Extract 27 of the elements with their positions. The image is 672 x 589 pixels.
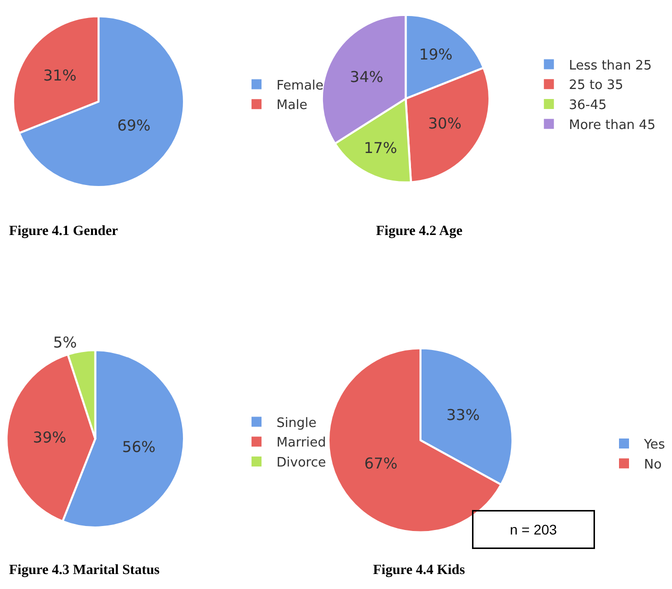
text: Figure 4.1 Gender — [9, 224, 118, 239]
data-label: 34% — [350, 68, 384, 86]
legend-label: Male — [276, 98, 308, 114]
data-label: 33% — [446, 406, 480, 424]
text: Figure 4.3 Marital Status — [9, 563, 160, 578]
legend-label: More than 45 — [568, 118, 656, 133]
data-label: 69% — [117, 116, 151, 135]
legend-label: Married — [276, 436, 326, 451]
data-label: 19% — [419, 45, 453, 64]
legend-label: 25 to 35 — [568, 78, 624, 94]
legend-label: Less than 25 — [568, 58, 652, 74]
legend-label: Female — [276, 78, 324, 94]
data-label: 30% — [428, 114, 462, 132]
data-label: 39% — [32, 428, 66, 446]
data-label: 67% — [364, 454, 398, 473]
legend-label: No — [644, 457, 662, 472]
text: n = 203 — [510, 522, 558, 538]
legend-label: Single — [276, 416, 316, 431]
data-label: 31% — [43, 66, 77, 84]
data-label: 17% — [364, 139, 398, 158]
legend-label: Divorce — [276, 456, 326, 471]
text: Figure 4.4 Kids — [373, 563, 466, 578]
data-label: 5% — [53, 333, 77, 352]
legend-label: Yes — [643, 438, 666, 453]
text: Figure 4.2 Age — [376, 224, 462, 239]
legend-label: 36-45 — [568, 98, 607, 114]
data-label: 56% — [122, 438, 156, 456]
